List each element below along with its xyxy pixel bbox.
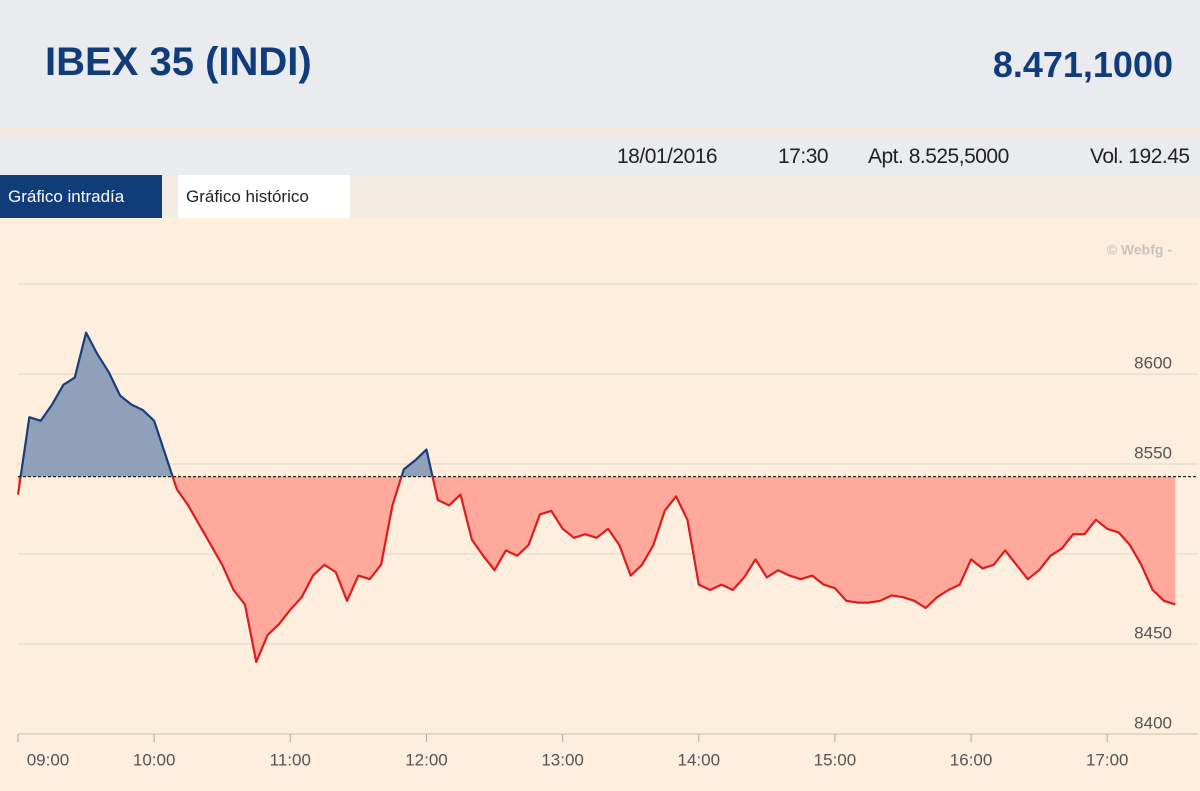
tab-intraday[interactable]: Gráfico intradía (0, 175, 162, 218)
y-tick-label: 8600 (1134, 353, 1172, 372)
y-tick-label: 8550 (1134, 443, 1172, 462)
info-row: 18/01/2016 17:30 Apt. 8.525,5000 Vol. 19… (0, 135, 1200, 175)
y-tick-label: 8400 (1134, 713, 1172, 732)
header: IBEX 35 (INDI) 8.471,1000 (0, 0, 1200, 128)
tab-bar: Gráfico intradía Gráfico histórico (0, 175, 1200, 218)
index-title: IBEX 35 (INDI) (45, 40, 312, 84)
x-tick-label: 16:00 (950, 750, 993, 769)
x-tick-label: 10:00 (133, 750, 176, 769)
tab-historic[interactable]: Gráfico histórico (178, 175, 350, 218)
x-tick-label: 09:00 (27, 750, 70, 769)
index-value: 8.471,1000 (992, 44, 1173, 85)
x-tick-label: 14:00 (677, 750, 720, 769)
area (18, 476, 1176, 662)
price-line (16, 476, 1176, 664)
volume: Vol. 192.45 (1090, 145, 1190, 168)
time: 17:30 (778, 145, 829, 168)
area (18, 332, 1176, 477)
date: 18/01/2016 (617, 145, 718, 168)
chart: © Webfg - 8400845085008550860009:0010:00… (0, 218, 1200, 791)
x-tick-label: 12:00 (405, 750, 448, 769)
x-tick-label: 15:00 (814, 750, 857, 769)
separator (0, 128, 1200, 135)
watermark: © Webfg - (1107, 242, 1173, 258)
open-price: Apt. 8.525,5000 (868, 145, 1009, 168)
x-tick-label: 17:00 (1086, 750, 1129, 769)
y-tick-label: 8450 (1134, 623, 1172, 642)
x-tick-label: 13:00 (541, 750, 584, 769)
x-tick-label: 11:00 (270, 750, 311, 769)
